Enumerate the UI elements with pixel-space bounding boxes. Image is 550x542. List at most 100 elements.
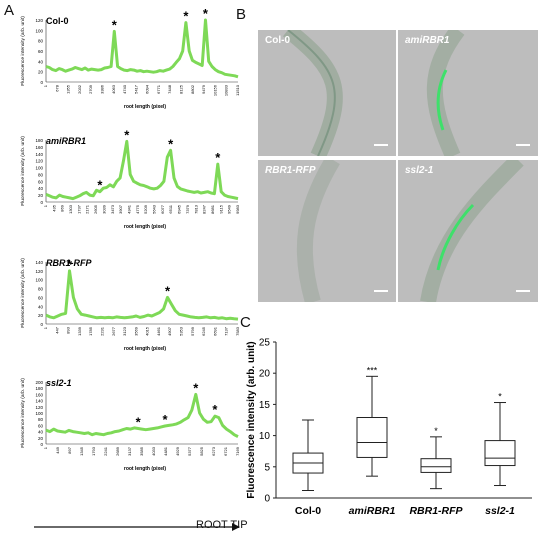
x-tick-label: 6945	[177, 204, 182, 214]
micrograph-amirbr1: amiRBR1	[398, 30, 538, 156]
y-tick-label: 120	[35, 18, 43, 23]
y-tick-label: 20	[259, 369, 271, 380]
y-tick-label: 15	[259, 400, 271, 411]
peak-asterisk: *	[212, 402, 218, 417]
x-tick-label: 893	[66, 326, 71, 333]
y-tick-label: 20	[38, 313, 44, 318]
x-tick-label: 2171	[85, 204, 90, 214]
peak-asterisk: *	[168, 136, 174, 151]
micrograph-col-0: Col-0	[258, 30, 396, 156]
scale-bar	[374, 290, 388, 292]
x-tick-label: 3386	[99, 84, 104, 94]
x-tick-label: 5643	[152, 204, 157, 214]
x-tick-label: 8681	[210, 204, 215, 214]
y-tick-label: 40	[38, 59, 44, 64]
micrograph-label-rbr1-rfp: RBR1-RFP	[265, 165, 316, 176]
x-tick-label: 7448	[167, 84, 172, 94]
y-tick-label: 60	[38, 179, 44, 184]
peak-asterisk: *	[97, 178, 103, 193]
x-tick-label: 9479	[201, 84, 206, 94]
x-tick-label: 6094	[145, 84, 150, 94]
x-tick-label: 6721	[223, 446, 228, 456]
box	[484, 440, 516, 467]
y-tick-label: 40	[38, 304, 44, 309]
x-tick-label: 869	[60, 204, 65, 211]
plot-label: Col-0	[46, 16, 69, 26]
significance-marker: *	[434, 426, 438, 436]
category-label: Col-0	[295, 505, 321, 517]
peak-asterisk: *	[215, 150, 221, 165]
x-tick-label: 897	[67, 446, 72, 453]
x-tick-label: 5377	[187, 446, 192, 456]
x-tick-label: 3569	[133, 326, 138, 336]
panel-a-letter: A	[4, 2, 15, 19]
y-tick-label: 140	[35, 152, 43, 157]
y-tick-label: 0	[264, 494, 270, 505]
x-tick-label: 5825	[199, 446, 204, 456]
y-tick-label: 100	[35, 411, 43, 416]
x-tick-label: 1355	[66, 84, 71, 94]
x-tick-label: 3473	[110, 204, 115, 214]
x-tick-label: 4481	[163, 446, 168, 456]
x-tick-label: 3123	[122, 326, 127, 336]
x-tick-label: 3137	[127, 446, 132, 456]
x-tick-label: 4015	[145, 326, 150, 336]
y-tick-label: 25	[259, 338, 271, 349]
x-tick-label: 678	[54, 84, 59, 91]
root-tip-label: ROOT TIP	[196, 519, 248, 531]
x-tick-label: 7813	[193, 204, 198, 214]
x-tick-label: 7137	[224, 326, 229, 336]
box	[420, 458, 452, 473]
root-tip-arrow	[34, 523, 240, 531]
x-tick-label: 4929	[175, 446, 180, 456]
x-tick-label: 8802	[190, 84, 195, 94]
x-tick-label: 6771	[156, 84, 161, 94]
x-tick-label: 4063	[111, 84, 116, 94]
category-label: ssl2-1	[485, 505, 515, 517]
y-axis-label: Fluorescence intensity (arb. unit)	[20, 258, 26, 328]
y-axis-label: Fluorescence intensity (arb. unit)	[20, 378, 26, 448]
x-tick-label: 7379	[185, 204, 190, 214]
y-tick-label: 10	[259, 431, 271, 442]
panel-b-letter: B	[236, 6, 247, 23]
x-tick-label: 9115	[218, 204, 223, 213]
y-tick-label: 160	[35, 145, 43, 150]
scale-bar	[516, 290, 530, 292]
x-tick-label: 449	[55, 446, 60, 453]
x-tick-label: 9983	[235, 204, 240, 214]
x-tick-label: 2605	[93, 204, 98, 214]
micrograph-label-col-0: Col-0	[265, 35, 290, 46]
x-tick-label: 5417	[133, 84, 138, 94]
x-tick-label: 7583	[235, 326, 240, 336]
x-axis-label: root length (pixel)	[124, 346, 167, 352]
x-tick-label: 2689	[115, 446, 120, 456]
y-tick-label: 0	[40, 442, 43, 447]
y-tick-label: 60	[38, 49, 44, 54]
y-tick-label: 0	[40, 80, 43, 85]
peak-asterisk: *	[165, 283, 171, 298]
peak-asterisk: *	[67, 257, 73, 272]
x-tick-label: 6077	[160, 204, 165, 214]
x-tick-label: 5353	[179, 326, 184, 336]
fluorescence-line	[45, 139, 239, 201]
y-tick-label: 20	[38, 436, 44, 441]
x-tick-label: 8125	[179, 84, 184, 94]
y-tick-label: 100	[35, 28, 43, 33]
x-tick-label: 2709	[88, 84, 93, 94]
y-tick-label: 80	[38, 287, 44, 292]
x-tick-label: 7169	[235, 446, 240, 456]
y-tick-label: 5	[264, 462, 270, 473]
box	[356, 417, 388, 458]
x-tick-label: 4341	[126, 204, 131, 214]
peak-asterisk: *	[124, 127, 130, 142]
y-tick-label: 120	[35, 269, 43, 274]
peak-asterisk: *	[136, 415, 142, 430]
x-tick-label: 3585	[139, 446, 144, 456]
x-tick-label: 1	[43, 204, 48, 207]
y-tick-label: 120	[35, 405, 43, 410]
peak-asterisk: *	[193, 380, 199, 395]
micrograph-ssl2-1: ssl2-1	[398, 160, 538, 302]
scale-bar	[374, 144, 388, 146]
